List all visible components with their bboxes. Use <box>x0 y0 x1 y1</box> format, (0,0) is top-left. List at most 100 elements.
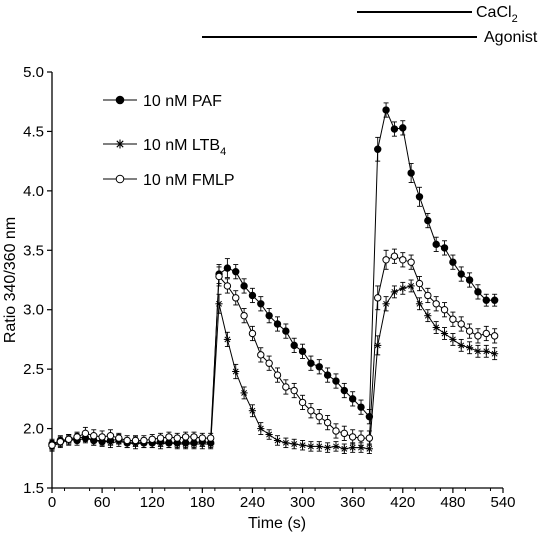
data-point <box>332 377 340 385</box>
data-point <box>215 272 223 281</box>
data-point <box>265 430 273 439</box>
x-axis-title: Time (s) <box>248 515 306 532</box>
data-point <box>424 216 432 225</box>
data-point <box>106 432 115 440</box>
data-point <box>240 311 248 320</box>
y-tick-label: 4.5 <box>23 123 44 140</box>
data-point <box>457 270 465 278</box>
data-point <box>449 258 457 266</box>
x-tick-label: 480 <box>440 494 465 511</box>
data-point <box>382 106 390 114</box>
data-point <box>323 418 332 427</box>
data-point <box>65 435 73 443</box>
data-point <box>298 347 307 356</box>
y-tick-label: 2.5 <box>23 361 44 378</box>
data-point <box>257 425 265 433</box>
data-point <box>315 363 323 371</box>
data-point <box>206 434 215 442</box>
data-point <box>307 442 315 450</box>
x-tick-label: 120 <box>140 494 165 511</box>
data-point <box>357 403 365 411</box>
data-point <box>440 306 449 314</box>
data-point <box>56 437 65 446</box>
data-point <box>240 282 248 290</box>
data-point <box>307 407 315 415</box>
legend-label-fmlp: 10 nM FMLP <box>143 172 235 189</box>
data-point <box>73 433 81 441</box>
y-tick-label: 4.0 <box>23 183 44 200</box>
data-point <box>348 395 357 403</box>
data-point <box>357 444 365 452</box>
data-point <box>81 429 90 438</box>
data-point <box>324 444 332 452</box>
series-line <box>51 108 495 445</box>
data-point <box>307 359 315 367</box>
data-point <box>407 282 415 290</box>
data-point <box>382 300 390 308</box>
legend-marker-fmlp <box>115 174 125 184</box>
data-point <box>248 329 257 338</box>
data-point <box>140 436 148 445</box>
data-point <box>123 436 131 445</box>
x-tick-label: 540 <box>490 494 515 511</box>
data-point <box>290 341 298 350</box>
data-point <box>424 312 432 320</box>
data-point <box>290 440 298 448</box>
data-point <box>432 240 440 249</box>
data-point <box>407 258 415 266</box>
data-point <box>181 433 190 441</box>
legend-marker-paf <box>115 95 125 105</box>
data-point <box>190 433 198 441</box>
series-filled-circle <box>48 102 499 450</box>
data-point <box>357 434 365 442</box>
data-point <box>365 445 373 453</box>
y-tick-label: 1.5 <box>23 480 44 497</box>
data-point <box>165 439 173 447</box>
data-point <box>265 359 273 367</box>
data-point <box>282 439 290 447</box>
data-point <box>490 296 499 304</box>
data-point <box>148 435 156 443</box>
x-tick-label: 240 <box>240 494 265 511</box>
data-point <box>390 252 399 260</box>
data-point <box>282 327 290 335</box>
data-point <box>474 332 482 340</box>
data-point <box>198 434 207 442</box>
data-point <box>365 434 374 442</box>
data-point <box>399 256 407 264</box>
data-point <box>482 347 490 355</box>
data-point <box>349 444 357 452</box>
data-point <box>491 350 499 358</box>
data-point <box>90 432 98 440</box>
data-point <box>273 320 282 328</box>
y-axis-title: Ratio 340/360 nm <box>2 217 19 343</box>
data-point <box>465 327 474 335</box>
data-point <box>415 279 424 288</box>
axes <box>51 72 503 489</box>
data-point <box>282 383 290 391</box>
data-point <box>232 267 240 276</box>
axis-ticks: 0 60 120 180 240 300 360 420 480 540 1.5 2.0 2.5 3.0 3… <box>23 64 515 511</box>
data-point <box>232 294 240 302</box>
data-point <box>474 347 482 355</box>
y-tick-label: 5.0 <box>23 64 44 81</box>
data-point <box>374 341 382 349</box>
treatment-bars: CaCl2 Agonist <box>202 4 538 46</box>
data-point <box>298 398 307 407</box>
data-point <box>465 276 474 284</box>
data-point <box>457 320 465 328</box>
legend-marker-ltb4 <box>115 139 125 149</box>
data-point <box>156 434 165 442</box>
x-tick-label: 180 <box>190 494 215 511</box>
data-point <box>440 244 449 252</box>
x-tick-label: 420 <box>390 494 415 511</box>
series-line <box>51 255 495 446</box>
data-point <box>290 386 298 395</box>
data-point <box>265 311 273 320</box>
data-point <box>332 427 340 435</box>
data-point <box>240 389 248 397</box>
data-point <box>340 445 348 453</box>
legend: 10 nM PAF 10 nM LTB4 10 nM FMLP <box>103 93 235 189</box>
legend-item-fmlp: 10 nM FMLP <box>103 172 235 189</box>
data-point <box>223 282 232 290</box>
